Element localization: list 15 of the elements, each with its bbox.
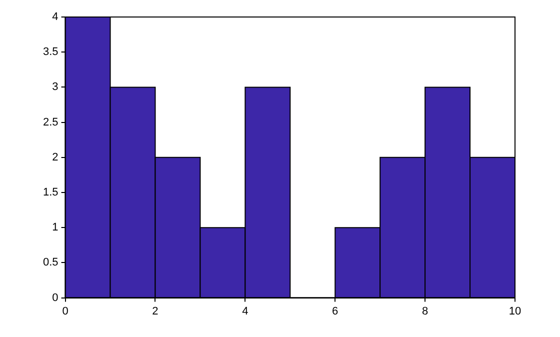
x-tick-label: 6 <box>332 305 338 318</box>
x-tick-label: 8 <box>422 305 428 318</box>
y-tick-label: 3.5 <box>42 46 58 58</box>
y-tick-label: 2 <box>52 151 58 164</box>
x-tick-label: 2 <box>152 305 158 318</box>
y-tick-label: 2.5 <box>42 116 58 128</box>
y-tick-label: 0.5 <box>42 256 58 269</box>
x-tick-label: 4 <box>242 305 248 318</box>
y-tick-label: 1.5 <box>42 186 58 199</box>
y-tick-label: 3 <box>52 81 58 94</box>
x-tick-label: 10 <box>508 305 522 318</box>
y-tick-label: 4 <box>52 11 58 24</box>
x-tick-label: 0 <box>62 305 68 318</box>
y-tick-label: 1 <box>52 222 58 234</box>
y-tick-label: 0 <box>52 292 58 304</box>
